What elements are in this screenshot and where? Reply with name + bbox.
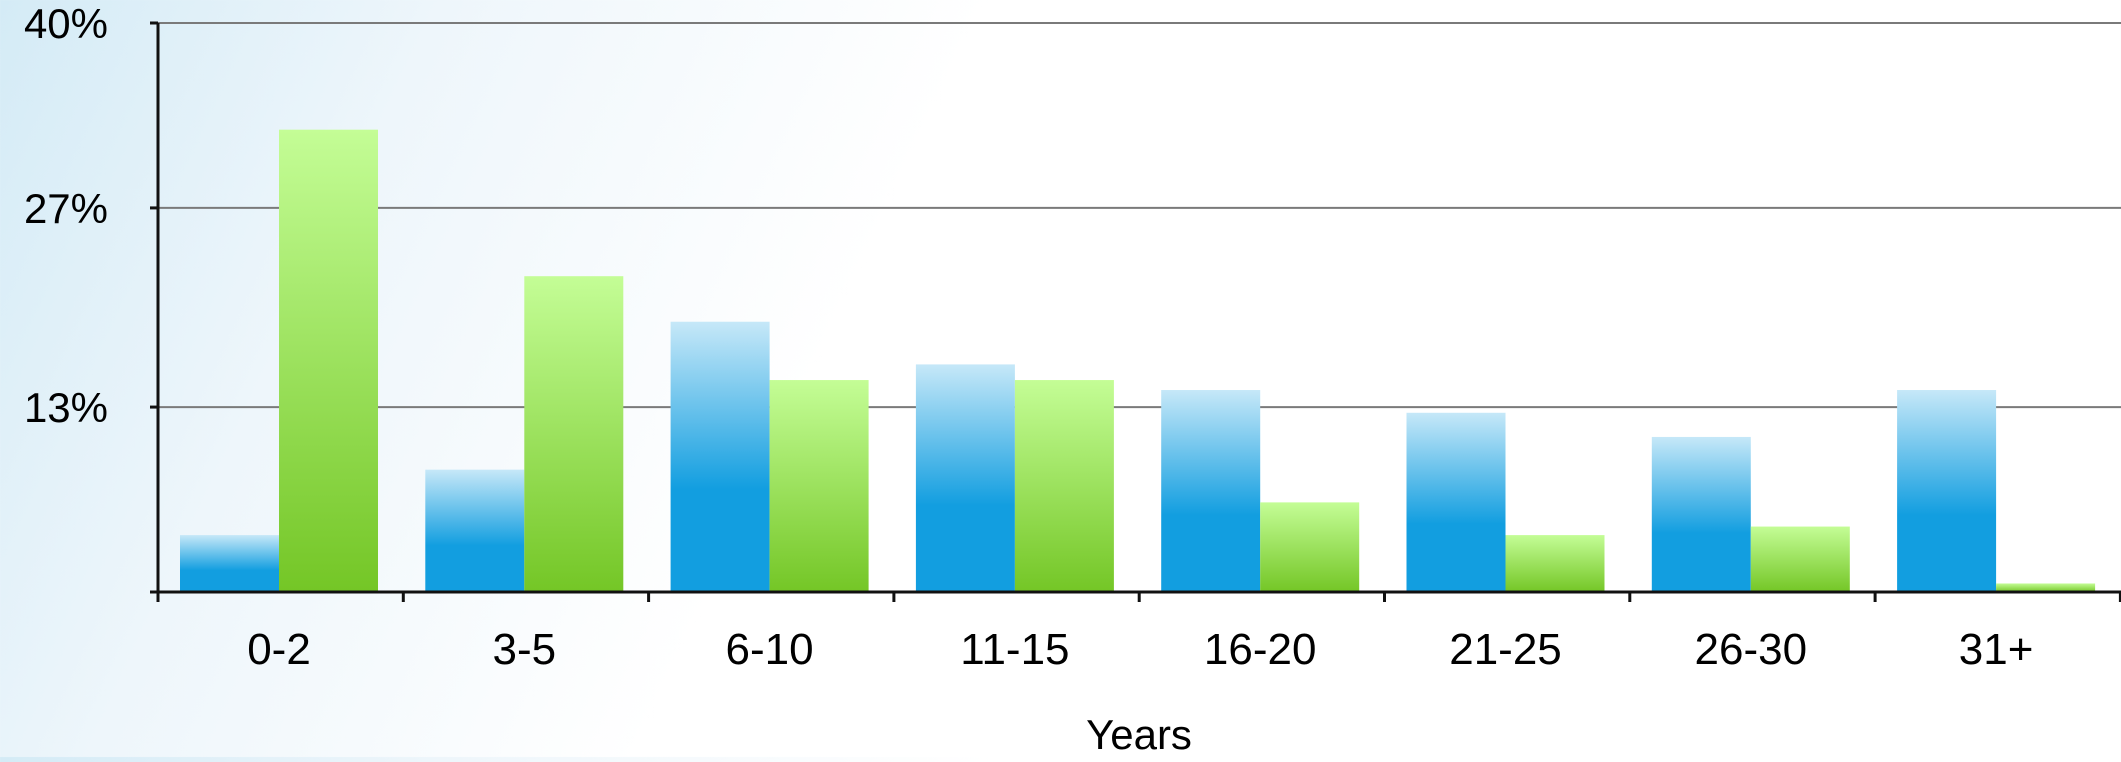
x-tick-label: 31+: [1959, 625, 2034, 674]
bar-series-1-0-2: [180, 535, 279, 592]
x-tick-label: 0-2: [247, 625, 311, 674]
bar-series-1-21-25: [1406, 412, 1506, 592]
x-tick-label: 3-5: [493, 625, 557, 674]
bar-series-1-3-5: [425, 469, 525, 592]
bar-series-1-26-30: [1651, 436, 1751, 592]
bar-series-1-6-10: [670, 321, 770, 592]
bar-series-2-16-20: [1260, 502, 1360, 592]
bars: [180, 129, 2096, 592]
bar-series-2-11-15: [1014, 380, 1114, 592]
axes: [150, 21, 2121, 602]
y-tick-label: 13%: [24, 384, 108, 431]
bar-series-2-26-30: [1750, 526, 1850, 592]
bar-series-1-31+: [1897, 390, 1997, 592]
bar-series-2-0-2: [279, 129, 378, 592]
bar-series-1-16-20: [1161, 390, 1261, 592]
bar-series-2-3-5: [524, 276, 624, 592]
labels: 40% 27% 13% 0-2 3-5 6-10 11-15 16-20 21-25 26-30 3…: [24, 0, 2034, 758]
bar-series-2-21-25: [1505, 535, 1605, 592]
bar-series-2-31+: [1996, 583, 2096, 592]
x-axis-title: Years: [1086, 711, 1192, 757]
x-tick-label: 26-30: [1695, 625, 1808, 674]
bar-series-1-11-15: [915, 364, 1015, 592]
x-tick-label: 16-20: [1204, 625, 1317, 674]
bar-series-2-6-10: [769, 380, 869, 592]
x-tick-label: 6-10: [726, 625, 814, 674]
x-tick-label: 21-25: [1449, 625, 1562, 674]
x-tick-label: 11-15: [960, 625, 1069, 674]
gridlines: [158, 22, 2121, 409]
y-tick-label: 40%: [24, 0, 108, 47]
y-tick-label: 27%: [24, 185, 108, 232]
